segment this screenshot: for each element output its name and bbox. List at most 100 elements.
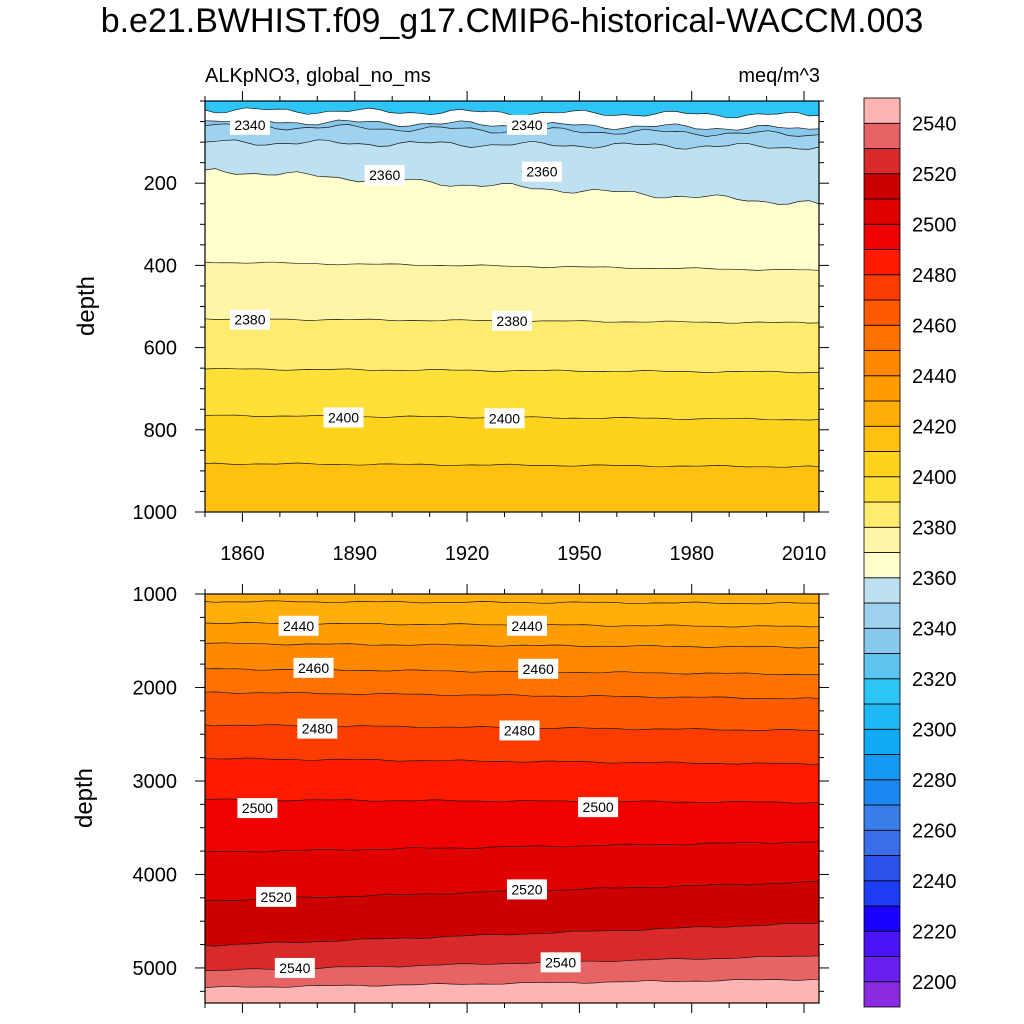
- contour-label-box: [237, 798, 278, 819]
- colorbar-swatch: [863, 956, 901, 983]
- y-tick-label: 2000: [133, 677, 178, 699]
- contour-label-text: 2340: [234, 117, 265, 133]
- contour-label-box: [229, 114, 270, 135]
- contour-label-text: 2360: [526, 164, 557, 180]
- contour-label: 2540: [274, 957, 315, 978]
- colorbar-tick-label: 2360: [912, 568, 957, 590]
- contour-line-2490: [205, 798, 819, 804]
- colorbar-swatch: [863, 526, 901, 553]
- colorbar-tick-label: 2540: [912, 113, 957, 135]
- lower-ticks: 1000 2000 3000 4000 5000: [133, 584, 829, 1013]
- colorbar-swatch: [863, 905, 901, 932]
- colorbar-swatch: [863, 249, 901, 276]
- colorbar-swatch: [863, 981, 901, 1008]
- contour-line-2350: [205, 139, 819, 150]
- contour-label-text: 2440: [511, 618, 542, 634]
- contour-label-box: [521, 161, 562, 182]
- contour-label-box: [518, 658, 559, 679]
- colorbar-swatch: [863, 678, 901, 705]
- contour-label-box: [297, 718, 338, 739]
- x-tick-label: 2010: [782, 543, 827, 565]
- colorbar-tick-label: 2320: [912, 669, 957, 691]
- colorbar-tick-label: 2420: [912, 416, 957, 438]
- colorbar-swatch: [863, 880, 901, 907]
- colorbar-swatch: [863, 627, 901, 654]
- colorbar-tick-label: 2260: [912, 820, 957, 842]
- contour-label-box: [274, 957, 315, 978]
- contour-label-text: 2460: [523, 661, 554, 677]
- colorbar-swatch: [863, 274, 901, 301]
- colorbar-tick-label: 2440: [912, 366, 957, 388]
- colorbar-tick-label: 2240: [912, 871, 957, 893]
- contour-line-2410: [205, 462, 819, 468]
- contour-label: 2400: [484, 408, 525, 429]
- lower-fill-layer: [205, 594, 819, 1003]
- contour-label: 2400: [323, 407, 364, 428]
- lower-plot-frame: [204, 593, 820, 1004]
- y-tick-label: 600: [144, 338, 177, 360]
- lower-label-layer: 2440 2440 2460 2460 2480 2480 2500 2500 2520 2520…: [237, 615, 619, 978]
- y-tick-label: 200: [144, 173, 177, 195]
- contour-label-text: 2500: [242, 800, 273, 816]
- x-tick-label: 1950: [557, 543, 602, 565]
- x-tick-label: 1860: [220, 543, 265, 565]
- colorbar-swatch: [863, 703, 901, 730]
- band-top: [205, 101, 819, 118]
- colorbar-swatch: [863, 728, 901, 755]
- contour-label-box: [293, 657, 334, 678]
- colorbar-tick-label: 2460: [912, 315, 957, 337]
- colorbar-tick-label: 2300: [912, 719, 957, 741]
- colorbar-swatch: [863, 779, 901, 806]
- colorbar-swatch: [863, 754, 901, 781]
- contour-label: 2460: [293, 657, 334, 678]
- contour-label-box: [278, 615, 319, 636]
- colorbar-swatch: [863, 451, 901, 478]
- colorbar-tick-label: 2480: [912, 265, 957, 287]
- contour-label-text: 2400: [489, 410, 520, 426]
- colorbar-tick-label: 2380: [912, 517, 957, 539]
- contour-label-text: 2520: [261, 889, 292, 905]
- colorbar-swatch: [863, 804, 901, 831]
- lower-y-axis-label: depth: [71, 768, 98, 828]
- right-subtitle: meq/m^3: [738, 65, 820, 87]
- colorbar-tick-label: 2200: [912, 972, 957, 994]
- contour-line-2460: [205, 691, 819, 700]
- contour-label: 2520: [506, 879, 547, 900]
- contour-label: 2500: [578, 797, 619, 818]
- contour-label-box: [578, 797, 619, 818]
- contour-label-text: 2480: [302, 721, 333, 737]
- contour-label-text: 2460: [298, 660, 329, 676]
- colorbar-swatch: [863, 324, 901, 351]
- colorbar-swatch: [863, 122, 901, 149]
- contour-label-box: [364, 164, 405, 185]
- contour-label-text: 2500: [583, 799, 614, 815]
- contour-label-box: [492, 310, 532, 331]
- contour-label-text: 2440: [283, 618, 314, 634]
- colorbar-swatch: [863, 930, 901, 957]
- contour-label-box: [506, 879, 547, 900]
- colorbar-tick-label: 2220: [912, 921, 957, 943]
- contour-label: 2460: [518, 658, 559, 679]
- contour-label-text: 2380: [234, 312, 265, 328]
- colorbar-swatch: [863, 425, 901, 452]
- contour-label-text: 2540: [279, 960, 310, 976]
- colorbar-swatch: [863, 501, 901, 528]
- colorbar-swatch: [863, 400, 901, 427]
- contour-label: 2360: [521, 161, 562, 182]
- upper-label-layer: 2340 2340 2360 2360 2380 2380 2400 2400: [229, 114, 562, 429]
- colorbar-tick-label: 2400: [912, 467, 957, 489]
- y-tick-label: 1000: [133, 584, 178, 606]
- contour-label: 2340: [229, 114, 270, 135]
- y-tick-label: 800: [144, 420, 177, 442]
- contour-label-box: [506, 114, 547, 135]
- colorbar-swatch: [863, 653, 901, 680]
- contour-label: 2540: [540, 952, 581, 973]
- colorbar-swatch: [863, 97, 901, 124]
- contour-label: 2360: [364, 164, 405, 185]
- contour-label-box: [229, 309, 270, 330]
- contour-label-text: 2520: [511, 881, 542, 897]
- contour-line-2420: [205, 600, 819, 605]
- colorbar-swatch: [863, 375, 901, 402]
- lower-panel: 2440 2440 2460 2460 2480 2480 2500 2500 2520 2520…: [71, 584, 829, 1013]
- contour-label: 2480: [297, 718, 338, 739]
